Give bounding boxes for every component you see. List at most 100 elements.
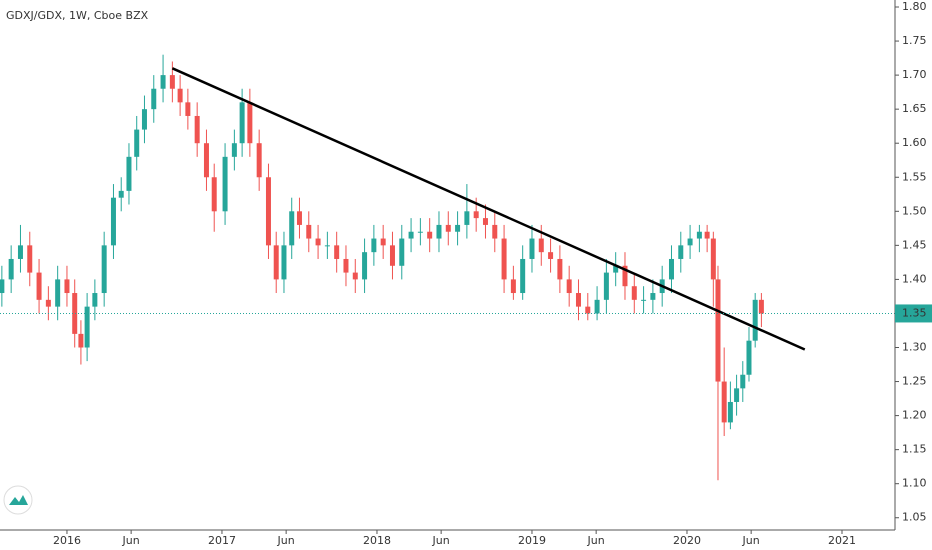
candle-body xyxy=(289,211,295,246)
candle-body xyxy=(746,340,752,375)
candle-body xyxy=(510,279,516,294)
candle-body xyxy=(141,109,147,130)
candle-body xyxy=(352,272,358,280)
candle-body xyxy=(324,245,330,247)
candle-body xyxy=(134,129,140,157)
candle-body xyxy=(45,299,51,307)
x-tick-label: 2021 xyxy=(828,534,856,547)
candle-body xyxy=(239,102,245,144)
candle-body xyxy=(734,388,740,402)
candle-body xyxy=(710,238,716,280)
y-tick-label: 1.05 xyxy=(902,511,927,524)
candle-body xyxy=(110,197,116,246)
candle-body xyxy=(8,258,14,280)
candle-body xyxy=(362,252,368,280)
candle-body xyxy=(185,102,191,116)
candle-body xyxy=(231,143,237,157)
candle-body xyxy=(622,265,628,287)
y-tick-label: 1.75 xyxy=(902,34,927,47)
y-tick-label: 1.10 xyxy=(902,477,927,490)
x-tick-label: 2016 xyxy=(53,534,81,547)
candle-body xyxy=(603,272,609,300)
candle-body xyxy=(445,224,451,232)
candle-body xyxy=(650,293,656,300)
candle-body xyxy=(78,333,84,348)
logo-icon[interactable] xyxy=(9,495,28,505)
candle-body xyxy=(36,272,42,300)
candle-body xyxy=(594,299,600,314)
candle-body xyxy=(211,177,217,212)
candle-body xyxy=(631,286,637,300)
candle-body xyxy=(247,102,253,144)
candle-body xyxy=(315,238,321,246)
y-tick-label: 1.30 xyxy=(902,340,927,353)
candle-body xyxy=(222,156,228,212)
x-tick-label: 2018 xyxy=(363,534,391,547)
candle-body xyxy=(727,401,733,423)
price-axis: 1.05 1.10 1.15 1.20 1.25 1.30 1.35 1.40 1.45 1.50… xyxy=(895,0,932,524)
candle-body xyxy=(758,299,764,314)
y-tick-label: 1.70 xyxy=(902,68,927,81)
candle-body xyxy=(281,245,287,280)
candle-body xyxy=(417,231,423,233)
candle-body xyxy=(27,245,33,273)
candle-body xyxy=(408,231,414,239)
candle-body xyxy=(704,231,710,239)
candle-body xyxy=(752,299,758,341)
candle-body xyxy=(0,279,5,294)
candle-body xyxy=(118,190,124,198)
candle-body xyxy=(126,156,132,191)
candle-body xyxy=(343,258,349,273)
candle-body xyxy=(641,299,647,301)
x-tick-label: Jun xyxy=(587,534,605,547)
candle-body xyxy=(389,245,395,266)
candle-body xyxy=(169,75,175,89)
candle-body xyxy=(84,306,90,348)
y-tick-label: 1.15 xyxy=(902,443,927,456)
candle-body xyxy=(585,306,591,314)
y-tick-label: 1.80 xyxy=(902,0,927,13)
x-tick-label: 2019 xyxy=(518,534,546,547)
candle-body xyxy=(436,224,442,239)
candle-body xyxy=(492,224,498,239)
candle-body xyxy=(529,238,535,259)
x-tick-label: Jun xyxy=(277,534,295,547)
candle-body xyxy=(575,293,581,307)
candle-body xyxy=(613,265,619,273)
candle-body xyxy=(151,88,157,110)
last-price-label: 1.35 xyxy=(902,306,927,319)
logo-circle[interactable] xyxy=(3,485,33,515)
logo[interactable] xyxy=(3,485,33,515)
candle-body xyxy=(306,224,312,239)
candle-body xyxy=(92,293,98,307)
y-tick-label: 1.55 xyxy=(902,170,927,183)
candle-body xyxy=(64,279,70,294)
candle-body xyxy=(55,279,61,307)
candle-body xyxy=(740,374,746,389)
candle-body xyxy=(177,88,183,103)
candle-body xyxy=(427,231,433,239)
candle-body xyxy=(557,258,563,280)
y-tick-label: 1.20 xyxy=(902,409,927,422)
candle-body xyxy=(566,279,572,294)
candle-body xyxy=(538,238,544,253)
candle-body xyxy=(473,211,479,219)
x-tick-label: Jun xyxy=(742,534,760,547)
candle-body xyxy=(380,238,386,246)
y-tick-label: 1.45 xyxy=(902,238,927,251)
candle-body xyxy=(194,115,200,144)
y-tick-label: 1.25 xyxy=(902,375,927,388)
y-tick-label: 1.50 xyxy=(902,204,927,217)
candle-body xyxy=(399,238,405,266)
candle-body xyxy=(715,279,721,382)
chart-title: GDXJ/GDX, 1W, Cboe BZX xyxy=(6,9,149,22)
candle-body xyxy=(678,245,684,259)
candle-body xyxy=(160,75,166,89)
candle-body xyxy=(464,211,470,225)
candle-body xyxy=(17,245,23,259)
candle-body xyxy=(721,381,727,423)
candle-body xyxy=(72,293,78,334)
candle-body xyxy=(501,238,507,280)
